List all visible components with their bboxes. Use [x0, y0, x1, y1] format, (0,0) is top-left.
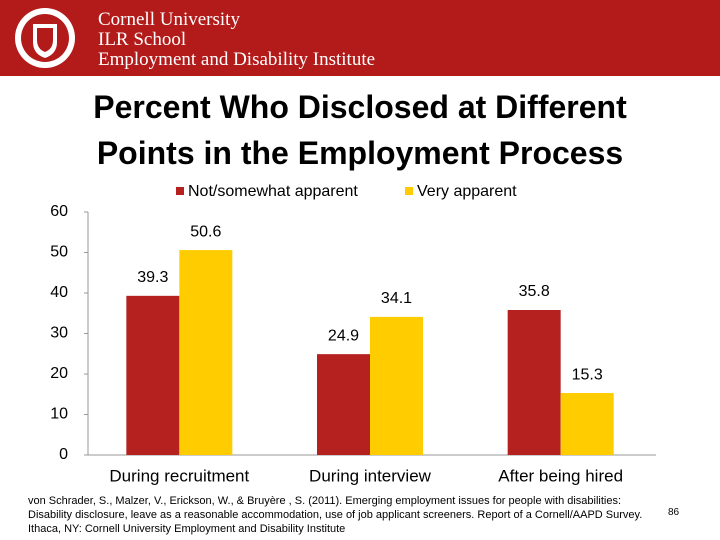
bar: [507, 310, 561, 455]
header-line: ILR School: [98, 29, 187, 50]
y-tick-label: 50: [50, 244, 68, 261]
header-line: Employment and Disability Institute: [98, 49, 376, 70]
bar: [560, 393, 614, 455]
x-tick-label: During interview: [309, 466, 432, 485]
data-label: 35.8: [519, 283, 550, 300]
bar: [126, 295, 180, 455]
y-tick-label: 30: [50, 325, 68, 342]
header-band: Cornell University ILR School Employment…: [0, 0, 720, 76]
legend-swatch: [176, 187, 184, 195]
legend-label: Very apparent: [417, 183, 517, 200]
data-label: 50.6: [190, 223, 221, 240]
data-label: 39.3: [137, 269, 168, 286]
data-label: 34.1: [381, 290, 412, 307]
bar: [179, 250, 233, 455]
bar: [370, 316, 423, 455]
page-number: 86: [668, 507, 680, 518]
legend-swatch: [405, 187, 413, 195]
logo: [15, 8, 75, 68]
y-tick-label: 20: [50, 365, 68, 382]
chart-title: Percent Who Disclosed at Different Point…: [93, 89, 627, 171]
legend-label: Not/somewhat apparent: [188, 183, 358, 200]
x-tick-label: During recruitment: [109, 466, 249, 485]
y-tick-label: 0: [59, 446, 68, 463]
y-tick-label: 10: [50, 406, 68, 423]
data-label: 24.9: [328, 327, 359, 344]
header-line: Cornell University: [98, 9, 240, 30]
citation: von Schrader, S., Malzer, V., Erickson, …: [28, 495, 643, 535]
x-tick-label: After being hired: [498, 466, 623, 485]
bar: [317, 354, 370, 455]
y-tick-label: 40: [50, 284, 68, 301]
data-label: 15.3: [572, 366, 603, 383]
y-tick-label: 60: [50, 203, 68, 220]
